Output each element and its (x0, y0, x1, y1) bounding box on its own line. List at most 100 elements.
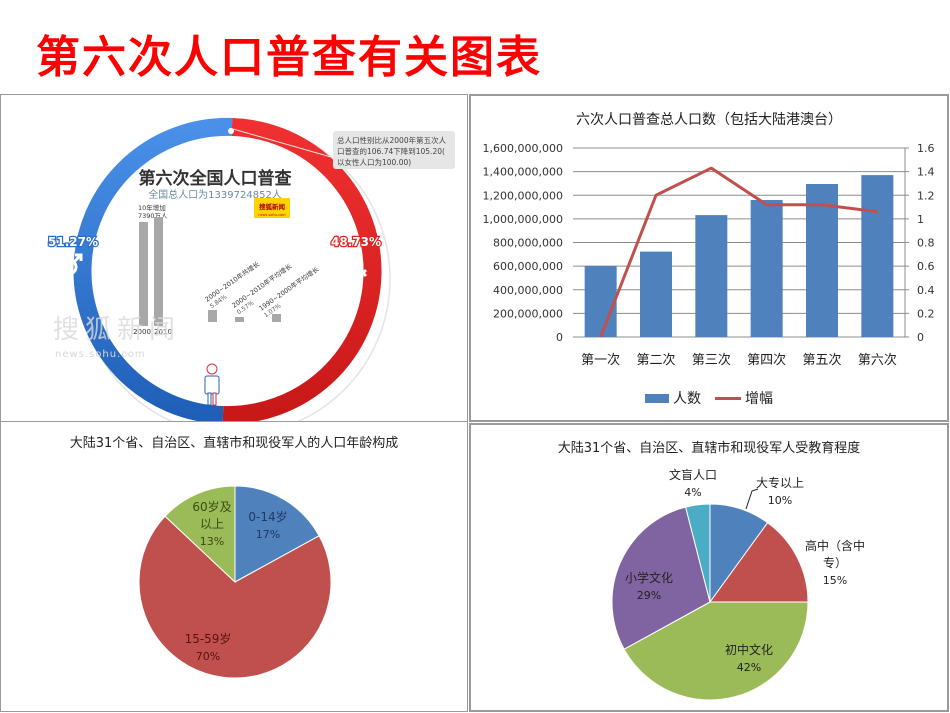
svg-text:第三次: 第三次 (692, 352, 731, 368)
population-combo-chart: 0 0 200,000,000 0.2 400,000,000 0.4 600,000,00… (483, 142, 935, 368)
age-structure-pie-panel: 大陆31个省、自治区、直辖市和现役军人的人口年龄构成 0-14岁 17% 15-59… (0, 421, 468, 712)
growth-bar-2 (235, 317, 244, 322)
growth-line (599, 166, 878, 338)
svg-text:2000: 2000 (133, 328, 151, 336)
chart-title: 大陆31个省、自治区、直辖市和现役军人受教育程度 (557, 441, 861, 456)
slide-title: 第六次人口普查有关图表 (36, 32, 542, 83)
svg-text:0.2: 0.2 (917, 307, 935, 320)
education-pie-chart: 大专以上 10% 高中（含中专） 15% 初中文化 42% 小学文化 29% 文盲人口 4% (611, 467, 865, 701)
svg-text:小学文化: 小学文化 (625, 570, 673, 585)
pie-slice-4 (611, 506, 711, 650)
svg-text:1,400,000,000: 1,400,000,000 (483, 166, 563, 179)
svg-text:news.sohu.com: news.sohu.com (258, 213, 286, 217)
svg-text:第五次: 第五次 (802, 352, 841, 368)
svg-text:文盲人口: 文盲人口 (669, 467, 717, 482)
svg-text:以女性人口为100.00): 以女性人口为100.00) (337, 157, 411, 167)
pie-slice-2 (709, 522, 809, 603)
svg-text:news.sohu.com: news.sohu.com (55, 349, 146, 360)
bar-3 (695, 215, 728, 337)
education-pie-panel: 大陆31个省、自治区、直辖市和现役军人受教育程度 大专以上 10% 高中（含中专） 1… (469, 423, 949, 712)
pie-slice-2 (138, 515, 332, 679)
watermark: 搜狐新闻 (53, 315, 181, 345)
female-icon (346, 256, 368, 278)
growth-bar-1 (208, 310, 217, 322)
svg-text:1.6: 1.6 (917, 142, 935, 155)
svg-text:15%: 15% (823, 574, 847, 587)
total-population: 全国总人口为1339724852人 (148, 188, 282, 201)
svg-text:7390万人: 7390万人 (138, 212, 168, 220)
person-icon (204, 363, 220, 406)
svg-text:第二次: 第二次 (636, 352, 675, 368)
svg-text:17%: 17% (256, 528, 280, 541)
bar-4 (750, 199, 783, 337)
svg-text:800,000,000: 800,000,000 (493, 237, 563, 250)
pie-slice-5 (685, 503, 711, 603)
population-combo-chart-panel: 六次人口普查总人口数（包括大陆港澳台） 0 0 200,000,000 0.2 400,… (469, 94, 949, 422)
female-percentage: 48.73% (331, 235, 381, 249)
bar-2010 (154, 217, 163, 326)
pie-slice-3 (164, 485, 236, 584)
svg-text:1,200,000,000: 1,200,000,000 (483, 189, 563, 202)
census-infographic-panel: 第六次全国人口普查 全国总人口为1339724852人 总人口性别比从2000年… (0, 94, 468, 422)
chart-title: 大陆31个省、自治区、直辖市和现役军人的人口年龄构成 (69, 436, 399, 451)
svg-text:0.4: 0.4 (917, 284, 935, 297)
svg-text:大专以上: 大专以上 (756, 475, 804, 490)
svg-text:1.2: 1.2 (917, 189, 935, 202)
svg-text:第一次: 第一次 (581, 352, 620, 368)
svg-text:搜狐新闻: 搜狐新闻 (259, 202, 286, 211)
svg-text:4%: 4% (684, 486, 701, 499)
male-percentage: 51.27% (48, 235, 98, 249)
chart-legend: 人数 增幅 (471, 388, 947, 408)
svg-text:42%: 42% (737, 661, 761, 674)
svg-text:口普查的106.74下降到105.20(: 口普查的106.74下降到105.20( (337, 146, 445, 156)
svg-text:1.4: 1.4 (917, 166, 935, 179)
bar-1 (584, 265, 617, 337)
line-swatch (715, 396, 741, 400)
svg-text:1,000,000,000: 1,000,000,000 (483, 213, 563, 226)
sohu-logo (254, 198, 290, 218)
pie-slice-3 (623, 601, 809, 701)
svg-text:70%: 70% (196, 650, 220, 663)
svg-text:总人口性别比从2000年第五次人: 总人口性别比从2000年第五次人 (337, 135, 447, 145)
svg-text:600,000,000: 600,000,000 (493, 260, 563, 273)
sex-ratio-note (333, 131, 455, 169)
svg-text:13%: 13% (200, 535, 224, 548)
male-icon (60, 253, 83, 276)
svg-text:专）: 专） (823, 555, 847, 570)
legend-item-population: 人数 (645, 388, 701, 408)
male-ring-segment (73, 117, 233, 421)
infographic-title: 第六次全国人口普查 (139, 168, 293, 189)
bar-swatch (645, 393, 669, 403)
svg-text:第六次: 第六次 (858, 352, 897, 368)
svg-text:初中文化: 初中文化 (725, 642, 773, 657)
svg-text:2010: 2010 (154, 328, 172, 336)
svg-text:10年增加: 10年增加 (138, 203, 166, 212)
bar-5 (806, 183, 838, 337)
bar-6 (861, 175, 894, 337)
female-ring-segment (222, 118, 382, 421)
svg-text:1,600,000,000: 1,600,000,000 (483, 142, 563, 155)
svg-text:0.8: 0.8 (917, 237, 935, 250)
svg-text:0-14岁: 0-14岁 (248, 509, 287, 524)
svg-text:0: 0 (556, 331, 563, 344)
bar-2000 (139, 222, 148, 326)
svg-text:0: 0 (917, 331, 924, 344)
bar-2 (640, 251, 672, 337)
svg-text:15-59岁: 15-59岁 (185, 631, 232, 646)
pie-slice-1 (234, 485, 320, 583)
svg-text:1: 1 (917, 213, 924, 226)
svg-text:10%: 10% (768, 494, 792, 507)
growth-bar-3 (272, 314, 281, 322)
svg-text:第四次: 第四次 (747, 352, 786, 368)
legend-item-growth: 增幅 (715, 388, 773, 408)
svg-text:0.6: 0.6 (917, 260, 935, 273)
census-infographic: 第六次全国人口普查 全国总人口为1339724852人 总人口性别比从2000年… (47, 117, 455, 421)
svg-text:60岁及: 60岁及 (192, 499, 231, 514)
svg-text:400,000,000: 400,000,000 (493, 284, 563, 297)
svg-text:高中（含中: 高中（含中 (805, 538, 865, 553)
svg-text:以上: 以上 (200, 517, 224, 531)
svg-text:200,000,000: 200,000,000 (493, 307, 563, 320)
svg-text:29%: 29% (637, 589, 661, 602)
chart-title: 六次人口普查总人口数（包括大陆港澳台） (576, 112, 842, 128)
